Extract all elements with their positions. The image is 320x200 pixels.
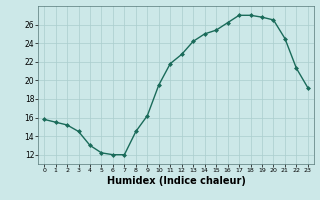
X-axis label: Humidex (Indice chaleur): Humidex (Indice chaleur) [107,176,245,186]
